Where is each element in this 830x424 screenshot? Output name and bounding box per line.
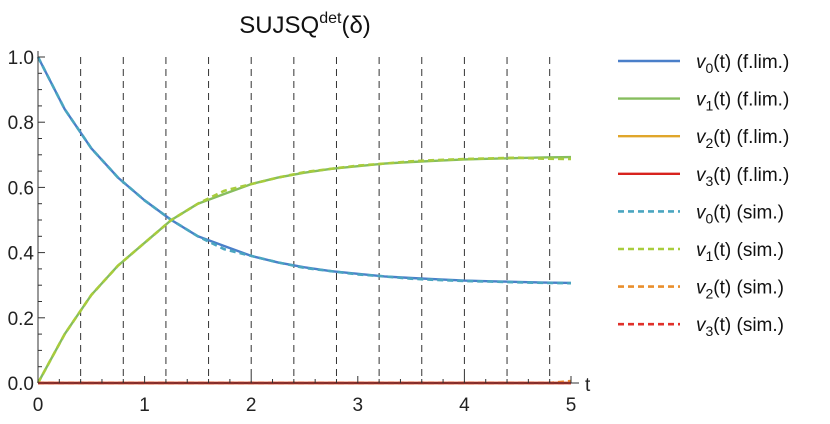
y-tick-label: 0.6 bbox=[8, 178, 34, 199]
plot-area bbox=[36, 56, 572, 385]
legend-label: v1(t) (sim.) bbox=[696, 240, 784, 264]
y-tick-label: 0.0 bbox=[8, 374, 34, 395]
x-tick-label: 3 bbox=[353, 395, 364, 416]
series-line-5 bbox=[36, 156, 572, 384]
title-base: SUJSQ bbox=[239, 12, 319, 39]
y-tick-label: 0.4 bbox=[8, 244, 35, 265]
legend-label: v0(t) (f.lim.) bbox=[696, 52, 789, 76]
legend-item-3: v3(t) (f.lim.) bbox=[618, 165, 789, 189]
y-tick-label: 0.8 bbox=[8, 113, 34, 134]
legend: v0(t) (f.lim.) v1(t) (f.lim.) v2(t) (f.lim… bbox=[618, 52, 789, 339]
x-axis-label: t bbox=[585, 375, 591, 396]
y-tick-label: 1.0 bbox=[8, 48, 34, 69]
legend-label: v3(t) (f.lim.) bbox=[696, 165, 789, 189]
x-tick-label: 5 bbox=[566, 395, 577, 416]
legend-item-4: v0(t) (sim.) bbox=[618, 202, 784, 226]
x-tick-label: 1 bbox=[139, 395, 150, 416]
chart-title: SUJSQdet(δ) bbox=[239, 10, 371, 39]
title-superscript: det bbox=[319, 10, 342, 27]
x-tick-label: 0 bbox=[33, 395, 44, 416]
legend-item-7: v3(t) (sim.) bbox=[618, 315, 784, 339]
axes: 0 1 2 3 4 5 0.0 0.2 0.4 0.6 0.8 1.0 t bbox=[8, 48, 591, 416]
series-line-4 bbox=[36, 56, 572, 285]
legend-label: v3(t) (sim.) bbox=[696, 315, 784, 339]
legend-label: v2(t) (sim.) bbox=[696, 278, 784, 302]
title-args: (δ) bbox=[341, 12, 370, 39]
x-tick-label: 2 bbox=[246, 395, 257, 416]
series-line-0 bbox=[36, 56, 572, 285]
legend-item-1: v1(t) (f.lim.) bbox=[618, 90, 789, 114]
legend-item-0: v0(t) (f.lim.) bbox=[618, 52, 789, 76]
legend-label: v2(t) (f.lim.) bbox=[696, 127, 789, 151]
y-tick-label: 0.2 bbox=[8, 309, 34, 330]
legend-item-2: v2(t) (f.lim.) bbox=[618, 127, 789, 151]
legend-item-5: v1(t) (sim.) bbox=[618, 240, 784, 264]
legend-item-6: v2(t) (sim.) bbox=[618, 278, 784, 302]
series-line-1 bbox=[36, 155, 572, 384]
legend-label: v0(t) (sim.) bbox=[696, 202, 784, 226]
x-tick-label: 4 bbox=[459, 395, 470, 416]
legend-label: v1(t) (f.lim.) bbox=[696, 90, 789, 114]
